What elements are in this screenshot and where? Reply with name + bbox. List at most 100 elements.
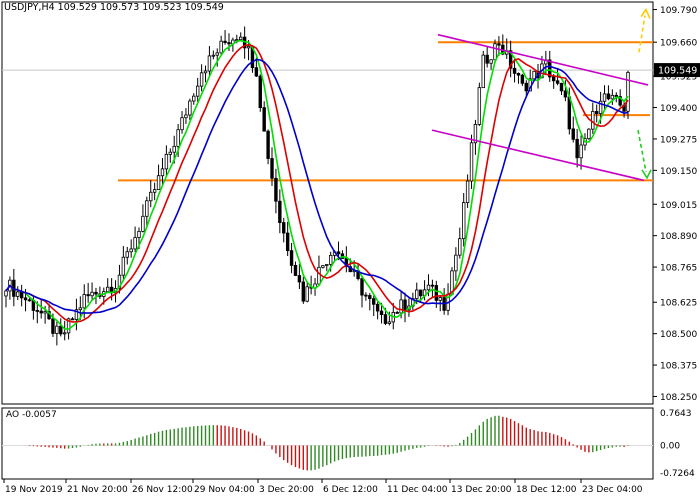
candle-body <box>325 264 329 266</box>
candle-body <box>383 314 388 324</box>
candle-body <box>219 40 223 54</box>
x-tick-label: 26 Nov 12:00 <box>132 485 193 495</box>
candle-body <box>379 310 384 316</box>
candle-body <box>571 128 575 140</box>
candle-body <box>548 59 552 78</box>
candle-body <box>16 291 20 297</box>
candle-body <box>426 284 431 291</box>
candle-body <box>375 303 380 312</box>
candle-body <box>106 286 110 293</box>
candle-body <box>321 265 325 268</box>
forecast-up-arrow <box>638 15 646 53</box>
candle-body <box>55 325 59 334</box>
candle-body <box>51 318 55 334</box>
candle-body <box>587 128 591 140</box>
candle-body <box>551 76 556 82</box>
y-tick-label: 108.890 <box>660 232 697 242</box>
candle-body <box>152 189 157 193</box>
candle-body <box>207 55 212 72</box>
candle-body <box>465 180 470 203</box>
candle-body <box>137 230 141 238</box>
candle-body <box>176 129 180 147</box>
candle-body <box>473 124 478 144</box>
y-tick-label: 108.500 <box>660 330 697 340</box>
candle-body <box>477 87 482 125</box>
ma-fast-line <box>5 39 629 330</box>
candle-body <box>254 67 259 77</box>
candle-body <box>395 312 399 314</box>
candle-body <box>90 291 94 297</box>
candle-body <box>575 138 579 159</box>
candle-body <box>125 251 129 258</box>
price-label-box <box>654 63 700 78</box>
candle-body <box>141 215 145 232</box>
candle-body <box>364 294 368 297</box>
candle-body <box>66 318 71 334</box>
x-tick-label: 18 Dec 12:00 <box>516 485 577 495</box>
candle-body <box>360 278 364 296</box>
candle-body <box>602 93 607 102</box>
channel-lower-line <box>431 129 645 182</box>
candle-body <box>418 289 423 297</box>
candle-body <box>344 258 349 268</box>
ao-indicator-label: AO -0.0057 <box>6 410 57 420</box>
candle-body <box>293 264 298 276</box>
candle-body <box>415 289 419 299</box>
candle-body <box>481 54 485 89</box>
candle-body <box>368 295 372 300</box>
candle-body <box>133 237 137 250</box>
candle-body <box>70 318 75 321</box>
candle-body <box>94 291 98 295</box>
candle-body <box>285 232 290 252</box>
candle-body <box>145 200 149 217</box>
channel-upper-line <box>437 33 649 86</box>
candle-body <box>497 43 501 46</box>
y-tick-label: 108.625 <box>660 299 697 309</box>
candles <box>4 26 630 346</box>
candle-body <box>235 39 239 41</box>
candle-body <box>317 266 321 285</box>
ao-tick-label: 0.7643 <box>660 409 692 419</box>
candle-body <box>43 311 47 314</box>
candle-body <box>180 117 184 131</box>
x-axis: 19 Nov 2019 21 Nov 20:00 26 Nov 12:00 29 No… <box>3 479 643 495</box>
candle-body <box>289 250 294 266</box>
candle-body <box>485 54 489 64</box>
candle-body <box>512 67 517 74</box>
x-tick-label: 21 Nov 20:00 <box>67 485 128 495</box>
candle-body <box>156 175 161 191</box>
candle-body <box>59 325 63 335</box>
candle-body <box>458 238 462 256</box>
candle-body <box>520 74 525 84</box>
candle-body <box>211 54 216 57</box>
candle-body <box>188 100 192 116</box>
candle-body <box>39 310 43 314</box>
forecast-down-arrow <box>637 129 647 173</box>
candle-body <box>149 191 153 202</box>
y-tick-label: 109.660 <box>660 39 697 49</box>
candle-body <box>297 275 302 283</box>
candle-body <box>129 248 133 253</box>
candle-body <box>117 274 122 289</box>
candle-body <box>563 90 568 98</box>
candle-body <box>626 71 630 112</box>
candle-body <box>579 144 583 159</box>
candle-body <box>62 332 67 335</box>
candle-body <box>168 151 173 155</box>
candle-body <box>399 299 403 314</box>
candle-body <box>372 298 376 305</box>
candle-body <box>227 42 231 45</box>
candle-body <box>262 107 266 132</box>
candle-body <box>195 85 200 97</box>
chart-header: USDJPY,H4 109.529 109.573 109.523 109.54… <box>4 2 224 13</box>
candle-body <box>606 93 611 100</box>
candle-body <box>121 256 126 276</box>
candle-body <box>301 281 306 302</box>
candle-body <box>239 36 243 40</box>
candle-body <box>78 307 83 311</box>
candle-body <box>595 111 599 114</box>
candle-body <box>258 75 262 109</box>
candle-body <box>567 96 572 130</box>
candle-body <box>559 82 564 92</box>
